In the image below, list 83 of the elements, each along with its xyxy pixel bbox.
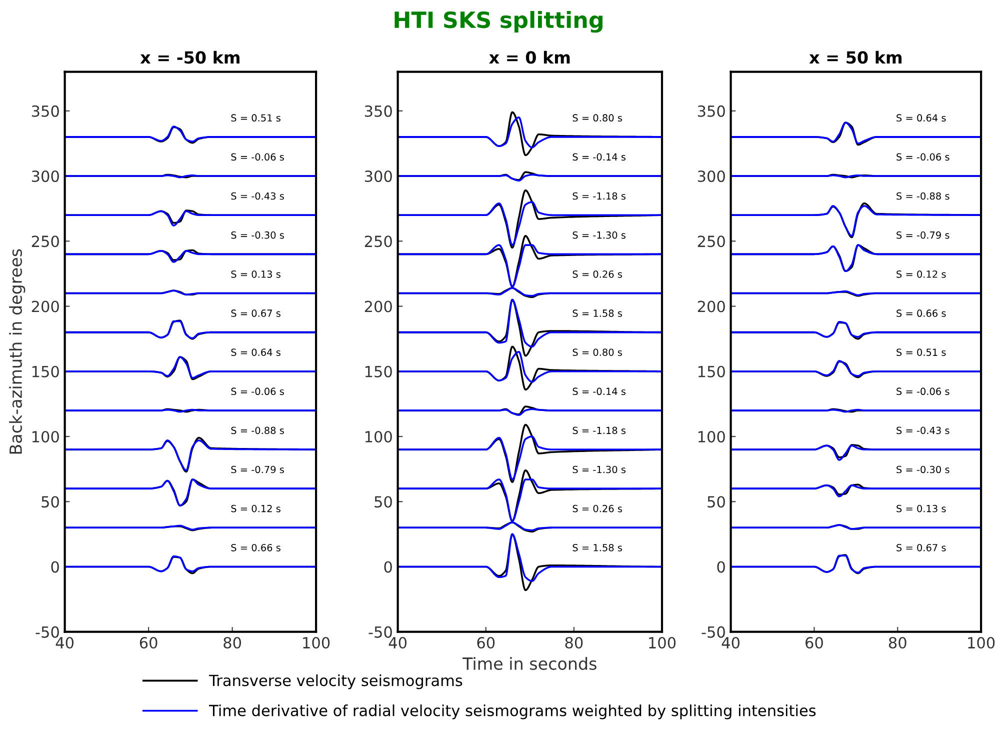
- y-tick-label: -50: [368, 626, 392, 638]
- chart-title: x = -50 km: [140, 50, 240, 64]
- annotation: S = 0.26 s: [572, 270, 622, 278]
- x-tick-label: 40: [56, 636, 74, 649]
- y-tick-label: 150: [32, 366, 59, 378]
- y-tick-label: 0: [51, 561, 59, 573]
- annotation: S = 0.51 s: [896, 348, 946, 356]
- y-tick-label: -50: [702, 626, 725, 638]
- annotation: S = 0.67 s: [231, 310, 280, 317]
- annotation: S = 0.64 s: [896, 114, 946, 122]
- annotation: S = 0.66 s: [896, 310, 946, 317]
- x-tick-label: 60: [140, 636, 158, 649]
- annotation: S = 0.64 s: [231, 348, 280, 356]
- annotation: S = 0.80 s: [572, 348, 622, 356]
- annotation: S = 0.12 s: [231, 504, 280, 512]
- y-tick-label: 200: [32, 300, 59, 312]
- x-tick-label: 100: [649, 636, 676, 649]
- legend-label: Transverse velocity seismograms: [209, 674, 462, 690]
- annotation: S = 1.58 s: [572, 310, 622, 317]
- annotation: S = -0.06 s: [896, 153, 950, 161]
- y-tick-label: 350: [364, 105, 392, 117]
- annotation: S = -1.18 s: [572, 192, 626, 200]
- y-tick-label: 250: [364, 236, 392, 248]
- x-tick-label: 100: [968, 636, 995, 649]
- annotation: S = -0.30 s: [231, 231, 284, 239]
- annotation: S = 0.13 s: [896, 504, 946, 512]
- y-tick-label: 50: [42, 496, 59, 508]
- y-tick-label: 200: [698, 300, 725, 312]
- x-tick-label: 60: [477, 636, 495, 649]
- annotation: S = -0.79 s: [231, 466, 284, 474]
- annotation: S = -0.06 s: [231, 388, 284, 396]
- annotation: S = -0.79 s: [896, 231, 950, 239]
- y-tick-label: -50: [36, 626, 59, 638]
- x-tick-label: 80: [224, 636, 242, 649]
- annotation: S = 0.67 s: [896, 544, 946, 552]
- annotation: S = 0.51 s: [231, 114, 280, 122]
- annotation: S = -0.14 s: [572, 388, 626, 396]
- x-tick-label: 100: [303, 636, 330, 649]
- legend-label: Time derivative of radial velocity seismograms weighted by splitting intensities: [209, 704, 816, 720]
- x-tick-label: 40: [388, 636, 407, 649]
- annotation: S = 1.58 s: [572, 544, 622, 552]
- annotation: S = -1.30 s: [572, 466, 626, 474]
- annotation: S = 0.12 s: [896, 270, 946, 278]
- annotation: S = 0.26 s: [572, 504, 622, 512]
- annotation: S = 0.13 s: [231, 270, 280, 278]
- annotation: S = -0.88 s: [896, 192, 950, 200]
- y-tick-label: 0: [384, 561, 392, 573]
- y-tick-label: 0: [717, 561, 725, 573]
- y-tick-label: 100: [365, 430, 392, 443]
- annotation: S = -0.06 s: [896, 388, 950, 396]
- y-tick-label: 150: [365, 366, 392, 378]
- y-tick-label: 250: [32, 236, 59, 248]
- y-tick-label: 50: [708, 496, 725, 508]
- y-tick-label: 100: [32, 430, 59, 443]
- y-tick-label: 150: [698, 366, 725, 378]
- y-tick-label: 300: [698, 170, 725, 182]
- annotation: S = 0.80 s: [572, 114, 622, 122]
- y-tick-label: 200: [364, 300, 392, 312]
- annotation: S = -1.30 s: [572, 231, 626, 239]
- x-tick-label: 60: [806, 636, 823, 649]
- x-axis-title: Time in seconds: [462, 657, 596, 670]
- annotation: S = -0.43 s: [896, 426, 950, 434]
- y-tick-label: 300: [364, 170, 392, 182]
- x-tick-label: 80: [565, 636, 583, 649]
- y-tick-label: 350: [698, 105, 725, 117]
- annotation: S = -1.18 s: [572, 426, 626, 434]
- x-tick-label: 40: [722, 636, 740, 649]
- annotation: S = 0.66 s: [231, 544, 280, 552]
- annotation: S = -0.88 s: [231, 426, 284, 434]
- y-tick-label: 100: [698, 430, 725, 443]
- annotation: S = -0.06 s: [231, 153, 284, 161]
- annotation: S = -0.43 s: [231, 192, 284, 200]
- annotation: S = -0.30 s: [896, 466, 950, 474]
- y-tick-label: 300: [32, 170, 59, 182]
- y-tick-label: 50: [374, 496, 392, 508]
- chart-title: x = 0 km: [489, 50, 570, 64]
- y-axis-title: Back-azimuth in degrees: [9, 249, 26, 454]
- text: HTI SKS splitting: [394, 10, 602, 33]
- x-tick-label: 80: [888, 636, 906, 649]
- y-tick-label: 350: [32, 105, 59, 117]
- y-tick-label: 250: [698, 236, 725, 248]
- chart-title: x = 50 km: [809, 50, 902, 64]
- annotation: S = -0.14 s: [572, 153, 626, 161]
